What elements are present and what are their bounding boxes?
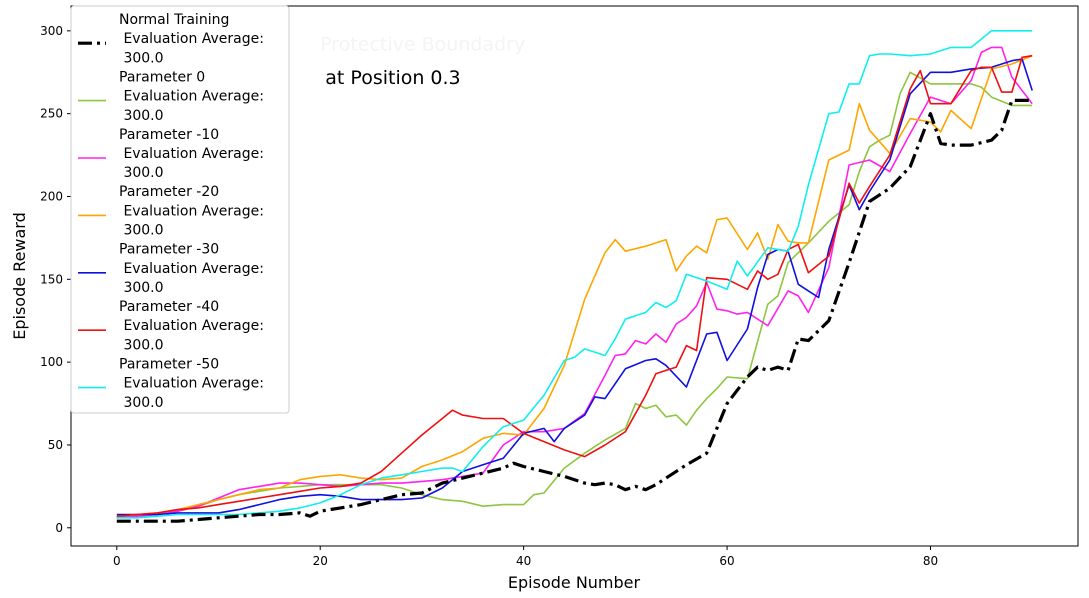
legend-label-0: Normal Training Evaluation Average: 300.…: [119, 12, 264, 66]
x-tick-label: 20: [313, 554, 328, 568]
series-layer: [116, 29, 1033, 523]
y-tick-label: 250: [40, 107, 63, 121]
series-line-3: [116, 54, 1033, 517]
y-tick-label: 50: [48, 438, 63, 452]
axis-layer: 0 20 40 60 80 0 50 100 150 200 250 300: [40, 24, 938, 568]
series-line-1: [116, 71, 1033, 519]
x-tick-label: 40: [516, 554, 531, 568]
y-tick-label: 200: [40, 189, 63, 203]
y-tick-label: 0: [55, 521, 63, 535]
legend-box: [70, 5, 290, 414]
legend-label-6: Parameter -50 Evaluation Average: 300.0: [119, 356, 264, 410]
y-tick-label: 300: [40, 24, 63, 38]
x-tick-label: 80: [923, 554, 938, 568]
legend: Normal Training Evaluation Average: 300.…: [70, 5, 290, 414]
y-tick-label: 150: [40, 272, 63, 286]
y-tick-label: 100: [40, 355, 63, 369]
legend-label-3: Parameter -20 Evaluation Average: 300.0: [119, 184, 264, 238]
x-axis-label: Episode Number: [508, 573, 641, 592]
legend-label-5: Parameter -40 Evaluation Average: 300.0: [119, 299, 264, 353]
x-tick-label: 0: [113, 554, 121, 568]
series-line-2: [116, 46, 1033, 519]
legend-label-1: Parameter 0 Evaluation Average: 300.0: [119, 69, 264, 123]
annotation-layer: Protective Boundadry at Position 0.3: [320, 34, 525, 89]
legend-label-4: Parameter -30 Evaluation Average: 300.0: [119, 242, 264, 296]
series-line-5: [116, 54, 1033, 517]
x-tick-label: 60: [719, 554, 734, 568]
y-axis-label: Episode Reward: [10, 212, 29, 340]
series-line-6: [116, 29, 1033, 519]
legend-label-2: Parameter -10 Evaluation Average: 300.0: [119, 127, 264, 181]
series-line-4: [116, 58, 1033, 516]
series-line-0: [116, 98, 1033, 523]
annotation-position: at Position 0.3: [325, 67, 460, 89]
annotation-protective-boundary: Protective Boundadry: [320, 34, 525, 56]
